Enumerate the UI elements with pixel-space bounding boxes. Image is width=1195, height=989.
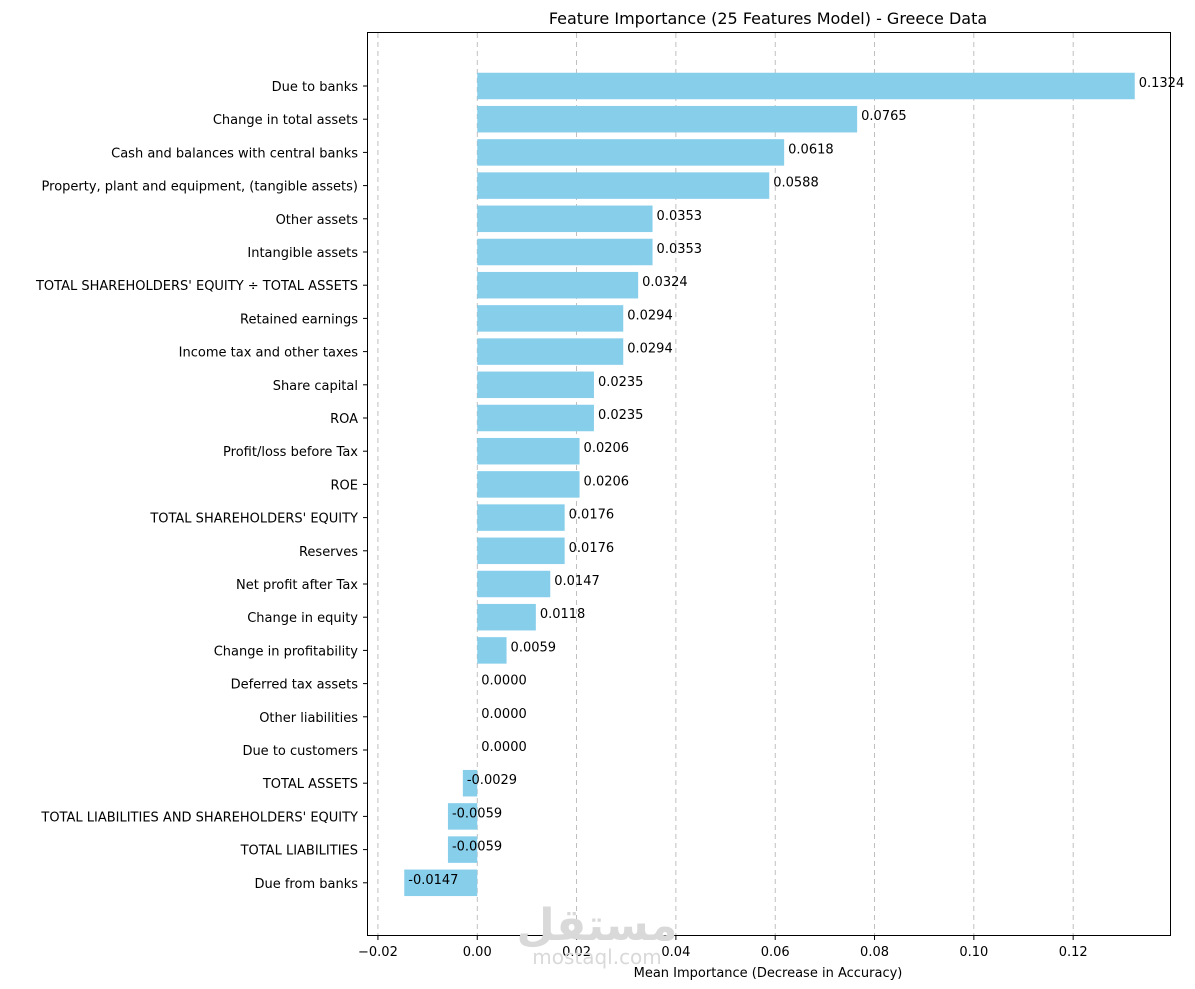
bar-value-label: -0.0059 bbox=[452, 806, 502, 821]
bar bbox=[477, 305, 624, 332]
bar-value-label: 0.0176 bbox=[569, 541, 615, 556]
bar bbox=[477, 172, 770, 199]
watermark: مستقل mostaql.com bbox=[517, 900, 678, 969]
y-tick-label: Profit/loss before Tax bbox=[223, 445, 358, 460]
bar-value-label: 0.0235 bbox=[598, 375, 644, 390]
bar bbox=[477, 471, 580, 498]
bar bbox=[477, 371, 594, 399]
y-tick-label: TOTAL SHAREHOLDERS' EQUITY ÷ TOTAL ASSET… bbox=[35, 279, 358, 294]
y-tick-label: Change in profitability bbox=[214, 644, 359, 659]
y-tick-label: Deferred tax assets bbox=[231, 678, 359, 693]
y-tick-label: Intangible assets bbox=[247, 246, 358, 261]
y-tick-label: Due to customers bbox=[242, 744, 358, 759]
x-tick-label: 0.08 bbox=[860, 945, 889, 960]
x-tick-label: 0.06 bbox=[761, 945, 790, 960]
bar bbox=[447, 803, 478, 830]
bar-value-label: 0.0206 bbox=[584, 474, 630, 489]
bar-value-label: 0.0588 bbox=[773, 176, 819, 191]
bar-value-label: 0.0000 bbox=[481, 674, 526, 689]
y-tick-label: TOTAL LIABILITIES AND SHAREHOLDERS' EQUI… bbox=[40, 810, 358, 825]
y-tick-label: ROA bbox=[330, 412, 358, 427]
bar-value-label: 0.0206 bbox=[584, 441, 630, 456]
y-tick-label: Reserves bbox=[299, 545, 358, 560]
y-tick-label: Income tax and other taxes bbox=[179, 346, 359, 361]
y-tick-label: TOTAL ASSETS bbox=[262, 777, 358, 792]
x-tick-label: 0.12 bbox=[1059, 945, 1088, 960]
y-tick-label: Change in equity bbox=[247, 611, 358, 626]
bar-value-label: 0.1324 bbox=[1139, 76, 1185, 91]
bar bbox=[477, 437, 580, 465]
bar bbox=[477, 603, 536, 631]
bar-value-label: 0.0000 bbox=[481, 740, 526, 755]
chart-title: Feature Importance (25 Features Model) -… bbox=[549, 9, 987, 28]
bar bbox=[447, 836, 478, 863]
watermark-logo: مستقل bbox=[517, 900, 678, 951]
y-tick-label: Due to banks bbox=[272, 80, 359, 95]
bar-value-label: 0.0176 bbox=[569, 508, 615, 523]
bar bbox=[477, 205, 653, 233]
bar bbox=[477, 404, 594, 432]
x-tick-label: 0.10 bbox=[959, 945, 988, 960]
bar bbox=[477, 537, 565, 565]
bars bbox=[404, 72, 1135, 897]
y-tick-label: Other liabilities bbox=[259, 711, 358, 726]
bar-value-label: 0.0294 bbox=[627, 308, 673, 323]
value-labels: 0.1324 0.0765 0.0618 0.0588 0.0353 0.0353 0.03… bbox=[408, 76, 1184, 888]
bar bbox=[477, 637, 507, 664]
y-axis-labels: Due to banks Change in total assets Cash a… bbox=[35, 80, 358, 892]
bar bbox=[404, 869, 478, 897]
y-tick-label: Share capital bbox=[273, 379, 358, 394]
y-tick-label: Net profit after Tax bbox=[236, 578, 358, 593]
bar bbox=[462, 769, 478, 797]
bar-value-label: 0.0235 bbox=[598, 408, 644, 423]
bar-value-label: 0.0765 bbox=[861, 109, 907, 124]
x-tick-label: 0.02 bbox=[562, 945, 591, 960]
bar-value-label: 0.0353 bbox=[657, 242, 703, 257]
bar-value-label: -0.0029 bbox=[467, 773, 517, 788]
axis-ticks: −0.02 0.00 0.02 0.04 0.06 0.08 0.10 0.12 bbox=[358, 85, 1088, 960]
bar-value-label: 0.0147 bbox=[554, 574, 600, 589]
x-axis-title: Mean Importance (Decrease in Accuracy) bbox=[634, 966, 903, 981]
y-tick-label: ROE bbox=[331, 478, 358, 493]
y-tick-label: TOTAL SHAREHOLDERS' EQUITY bbox=[149, 512, 358, 527]
bar bbox=[477, 271, 639, 299]
bar-value-label: 0.0059 bbox=[511, 640, 556, 655]
bar-value-label: 0.0000 bbox=[481, 707, 526, 722]
bar bbox=[477, 238, 653, 266]
x-tick-label: 0.00 bbox=[463, 945, 492, 960]
bar-value-label: 0.0353 bbox=[657, 209, 703, 224]
bar-value-label: -0.0147 bbox=[408, 873, 458, 888]
bar-value-label: 0.0118 bbox=[540, 607, 586, 622]
y-tick-label: Property, plant and equipment, (tangible… bbox=[42, 180, 358, 195]
y-tick-label: Other assets bbox=[276, 213, 359, 228]
bar bbox=[477, 504, 565, 531]
bar bbox=[477, 570, 551, 598]
y-tick-label: Cash and balances with central banks bbox=[111, 146, 358, 161]
bar-value-label: 0.0618 bbox=[788, 142, 834, 157]
bar bbox=[477, 338, 624, 365]
bar-value-label: 0.0324 bbox=[642, 275, 688, 290]
y-tick-label: Change in total assets bbox=[213, 113, 358, 128]
bar bbox=[477, 72, 1135, 100]
bar bbox=[477, 105, 858, 133]
bar bbox=[477, 139, 785, 166]
bar-value-label: 0.0294 bbox=[627, 342, 673, 357]
y-tick-label: Retained earnings bbox=[240, 312, 358, 327]
watermark-site: mostaql.com bbox=[532, 945, 662, 969]
x-tick-label: −0.02 bbox=[358, 945, 398, 960]
bar-value-label: -0.0059 bbox=[452, 840, 502, 855]
x-tick-label: 0.04 bbox=[661, 945, 690, 960]
y-tick-label: Due from banks bbox=[254, 877, 358, 892]
y-tick-label: TOTAL LIABILITIES bbox=[240, 844, 358, 859]
